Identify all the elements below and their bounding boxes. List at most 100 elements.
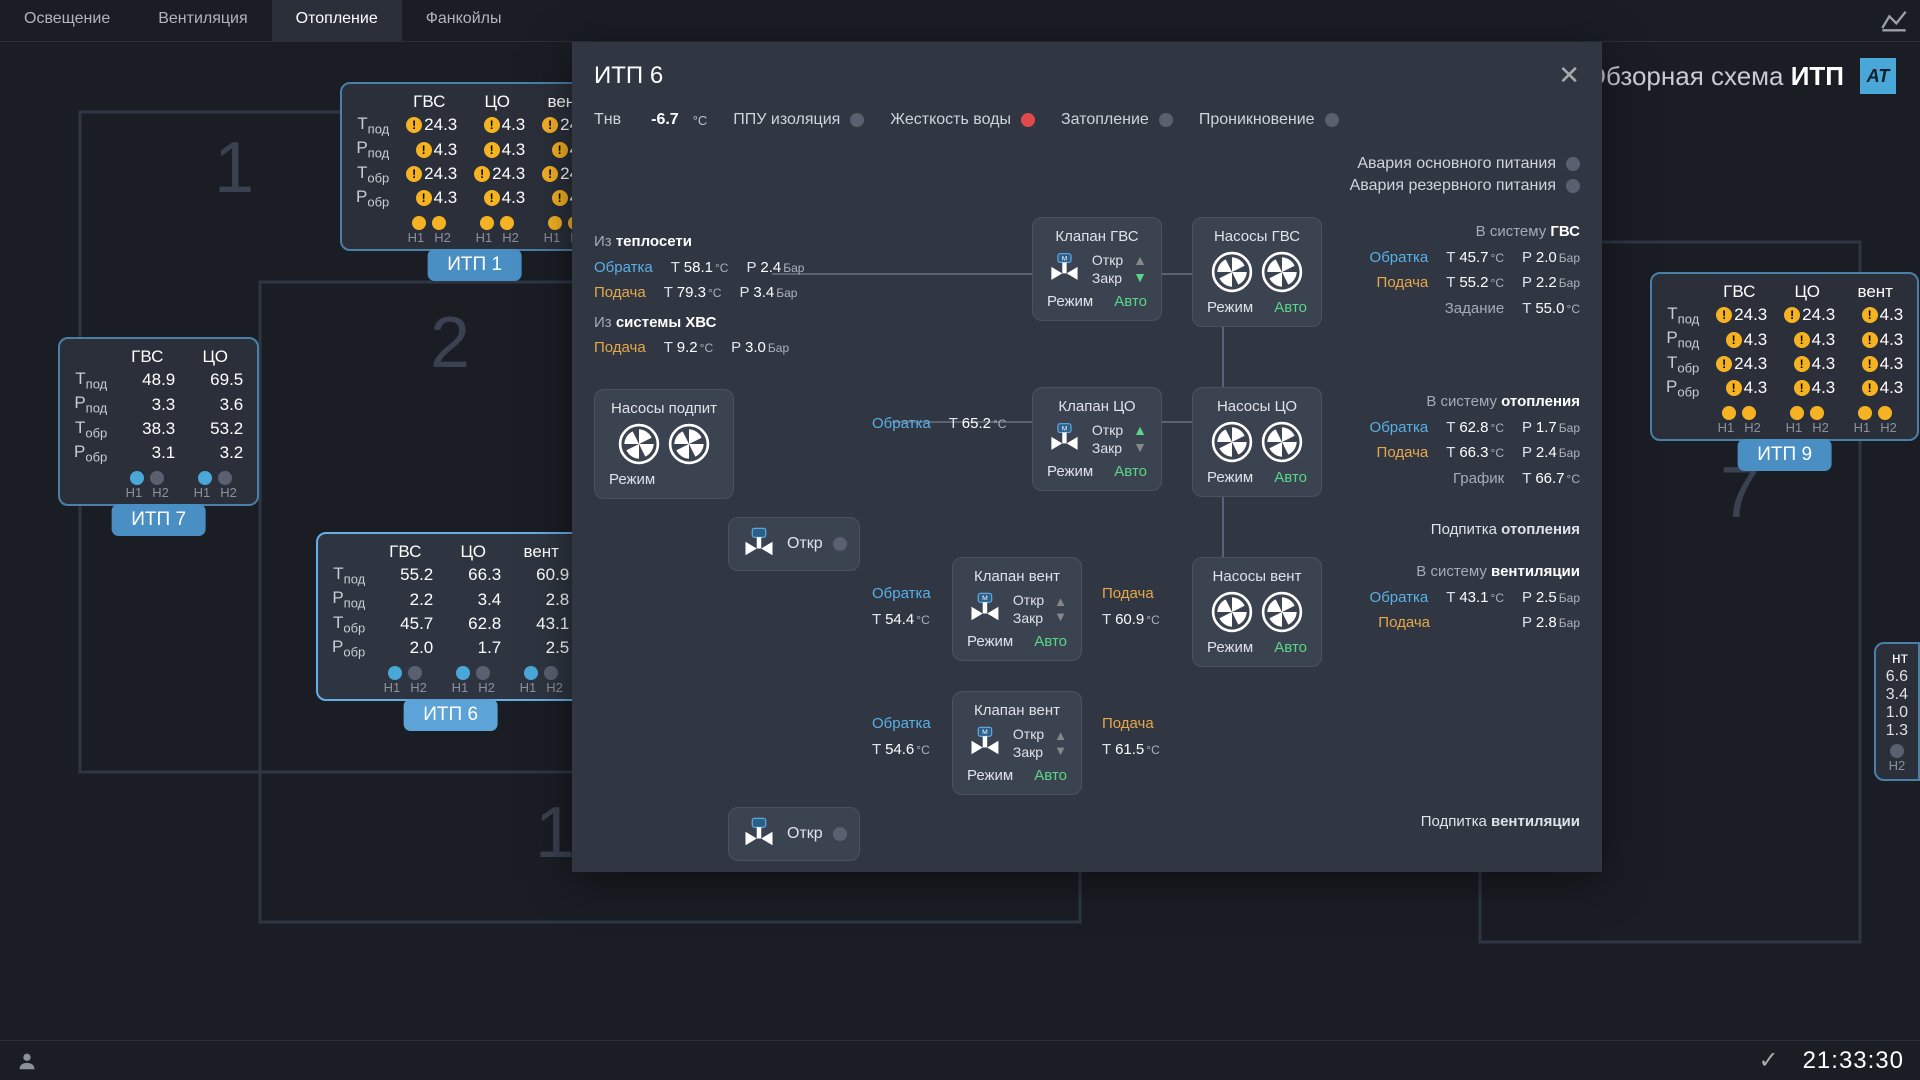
- clock: 21:33:30: [1803, 1047, 1904, 1075]
- cell: !24.3: [1711, 353, 1767, 375]
- alarm-icon: !: [474, 166, 490, 182]
- cell: 1.3: [1886, 722, 1908, 740]
- col-head: вент: [1847, 282, 1903, 302]
- alarm-icon: !: [552, 190, 568, 206]
- valve-gvs[interactable]: Клапан ГВС M Откр Закр ▲▼ РежимАвто: [1032, 217, 1162, 321]
- svg-text:M: M: [1062, 425, 1067, 432]
- row-label: Робр: [356, 187, 389, 209]
- valve-icon: M: [967, 725, 1003, 761]
- cell: !4.3: [401, 187, 457, 209]
- pump-dot: [480, 216, 494, 230]
- status-label: ППУ изоляция: [733, 111, 840, 129]
- equip-title: Насосы ГВС: [1207, 228, 1307, 245]
- pump-dot: [1890, 744, 1904, 758]
- pump-dot: [500, 216, 514, 230]
- col-head: ЦО: [469, 92, 525, 112]
- cell: 3.2: [187, 442, 243, 464]
- itp-card-7[interactable]: ГВС ЦО Тпод 48.9 69.5 Рпод 3.3 3.6 Тобр …: [58, 337, 259, 506]
- nav-tab-lighting[interactable]: Освещение: [0, 0, 134, 41]
- row-label: Рпод: [1666, 328, 1699, 350]
- equip-title: Клапан ГВС: [1047, 228, 1147, 245]
- floor-number: 1: [214, 127, 254, 209]
- equip-title: Клапан вент: [967, 568, 1067, 585]
- pump-icon: [618, 423, 660, 465]
- dialog-title: ИТП 6: [594, 62, 663, 90]
- makeup-heating-label: Подпитка отопления: [1431, 521, 1580, 538]
- itp-card-6[interactable]: ГВС ЦО вент Тпод 55.2 66.3 60.9 Рпод 2.2…: [316, 532, 585, 701]
- row-label: Тпод: [332, 564, 365, 586]
- alarm-icon: !: [1726, 332, 1742, 348]
- check-icon[interactable]: ✓: [1758, 1046, 1778, 1075]
- alarm-icon: !: [416, 190, 432, 206]
- cell: !24.3: [1779, 304, 1835, 326]
- alarm-icon: !: [1862, 356, 1878, 372]
- valve-vent-1[interactable]: Клапан вент M Откр Закр ▲▼ РежимАвто: [952, 557, 1082, 661]
- pumps-gvs[interactable]: Насосы ГВС РежимАвто: [1192, 217, 1322, 327]
- vent2-pod: Подача T 61.5°C: [1102, 711, 1160, 762]
- vent-output-info: В систему вентиляции Обратка T 43.1°C P …: [1340, 559, 1580, 636]
- status-led: [1566, 179, 1580, 193]
- cell: 43.1: [513, 613, 569, 635]
- row-label: Рпод: [356, 138, 389, 160]
- pump-dot: [524, 666, 538, 680]
- cell: !24.3: [1711, 304, 1767, 326]
- cell: 2.5: [513, 637, 569, 659]
- row-label: Тобр: [332, 613, 365, 635]
- equip-title: Клапан вент: [967, 702, 1067, 719]
- alarm-icon: !: [484, 117, 500, 133]
- itp-card-9[interactable]: ГВС ЦО вент Тпод !24.3 !24.3 !4.3 Рпод !…: [1650, 272, 1919, 441]
- itp-tag[interactable]: ИТП 1: [427, 249, 522, 281]
- cell: 3.1: [119, 442, 175, 464]
- cell: !24.3: [401, 163, 457, 185]
- chart-icon[interactable]: [1880, 7, 1908, 35]
- row-label: Тобр: [356, 163, 389, 185]
- status-label: Жесткость воды: [890, 111, 1011, 129]
- valve-vent-2[interactable]: Клапан вент M Откр Закр ▲▼ РежимАвто: [952, 691, 1082, 795]
- cell: 66.3: [445, 564, 501, 586]
- col-head: ЦО: [187, 347, 243, 367]
- equip-title: Насосы ЦО: [1207, 398, 1307, 415]
- close-icon[interactable]: ✕: [1558, 60, 1580, 91]
- co-output-info: В систему отопления Обратка T 62.8°C P 1…: [1340, 389, 1580, 491]
- user-icon[interactable]: [16, 1050, 38, 1072]
- status-led: [833, 827, 847, 841]
- valve-icon: [741, 816, 777, 852]
- itp-card-1[interactable]: ГВС ЦО вент Тпод !24.3 !4.3 !24.3 Рпод !…: [340, 82, 609, 251]
- valve-makeup-co[interactable]: Откр: [728, 517, 860, 571]
- valve-icon: M: [1047, 421, 1082, 457]
- itp-tag[interactable]: ИТП 7: [111, 504, 206, 536]
- pipe: [772, 273, 1252, 275]
- itp-tag[interactable]: ИТП 9: [1737, 439, 1832, 471]
- pump-icon: [1211, 421, 1253, 463]
- alarm-icon: !: [542, 166, 558, 182]
- nav-tab-heating[interactable]: Отопление: [272, 0, 402, 41]
- alarm-icon: !: [406, 166, 422, 182]
- svg-text:M: M: [982, 729, 988, 736]
- cell: 60.9: [513, 564, 569, 586]
- equip-title: Клапан ЦО: [1047, 398, 1147, 415]
- col-head: ГВС: [1711, 282, 1767, 302]
- makeup-vent-label: Подпитка вентиляции: [1421, 813, 1580, 830]
- cell: 62.8: [445, 613, 501, 635]
- valve-co[interactable]: Клапан ЦО M Откр Закр ▲▼ РежимАвто: [1032, 387, 1162, 491]
- pumps-makeup[interactable]: Насосы подпит Режим: [594, 389, 734, 499]
- cell: !4.3: [1847, 377, 1903, 399]
- itp-tag[interactable]: ИТП 6: [403, 699, 498, 731]
- gvs-output-info: В систему ГВС Обратка T 45.7°C P 2.0Бар …: [1350, 219, 1580, 321]
- itp-card-partial[interactable]: нт 6.6 3.4 1.0 1.3 Н2: [1874, 642, 1920, 781]
- valve-makeup-vent[interactable]: Откр: [728, 807, 860, 861]
- top-nav: Освещение Вентиляция Отопление Фанкойлы: [0, 0, 1920, 42]
- cell: 45.7: [377, 613, 433, 635]
- col-head: ГВС: [119, 347, 175, 367]
- pump-dot: [1810, 406, 1824, 420]
- col-head: ЦО: [1779, 282, 1835, 302]
- nav-tab-fancoils[interactable]: Фанкойлы: [402, 0, 526, 41]
- alarm-icon: !: [1716, 307, 1732, 323]
- valve-icon: M: [1047, 251, 1082, 287]
- nav-tab-ventilation[interactable]: Вентиляция: [134, 0, 271, 41]
- col-head: ГВС: [401, 92, 457, 112]
- pump-icon: [1261, 591, 1303, 633]
- pumps-co[interactable]: Насосы ЦО РежимАвто: [1192, 387, 1322, 497]
- pump-icon: [1211, 251, 1253, 293]
- pumps-vent[interactable]: Насосы вент РежимАвто: [1192, 557, 1322, 667]
